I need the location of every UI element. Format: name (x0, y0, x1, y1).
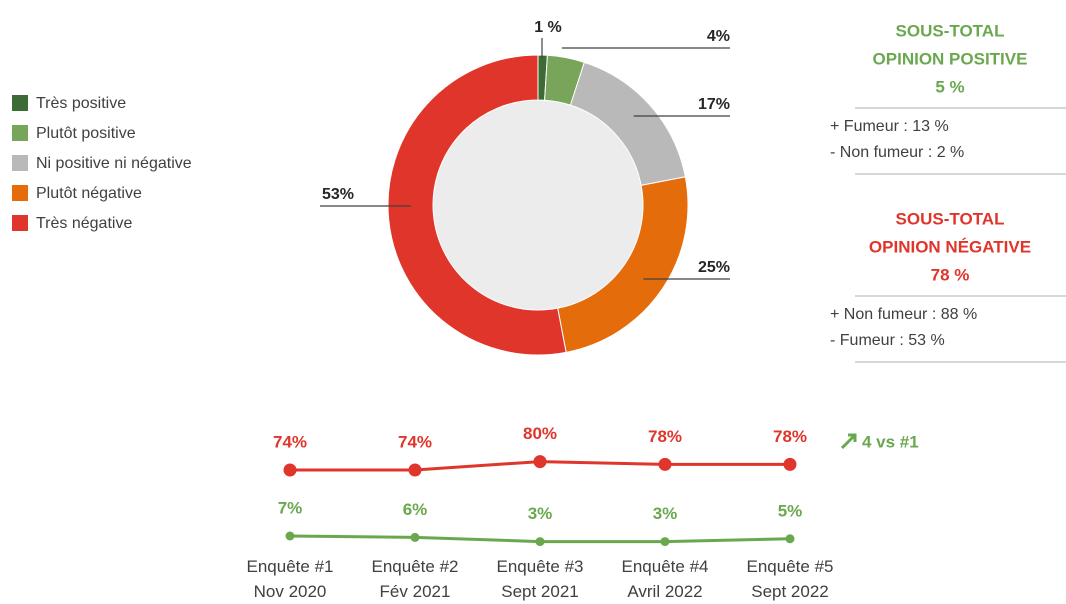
legend-label: Très négative (36, 215, 132, 232)
data-label: 74% (273, 432, 307, 451)
legend-label: Très positive (36, 95, 126, 112)
data-label: 80% (523, 424, 557, 443)
legend-swatch (12, 215, 28, 231)
legend-label: Ni positive ni négative (36, 155, 192, 172)
point (408, 463, 422, 477)
panel-item: + Non fumeur : 88 % (830, 306, 977, 323)
panel-item: - Fumeur : 53 % (830, 332, 945, 349)
point (660, 537, 670, 547)
legend-swatch (12, 95, 28, 111)
data-label: 25% (698, 259, 730, 276)
data-label: 53% (322, 186, 354, 203)
legend-swatch (12, 125, 28, 141)
legend-swatch (12, 155, 28, 171)
panel-title: OPINION POSITIVE (873, 49, 1028, 68)
panel-item: - Non fumeur : 2 % (830, 144, 964, 161)
data-label: 17% (698, 96, 730, 113)
point (658, 457, 672, 471)
x-tick-label: Enquête #3 Sept 2021 (497, 557, 584, 601)
x-tick-label: Enquête #5 Sept 2022 (747, 557, 834, 601)
data-label: 6% (403, 500, 428, 519)
point (785, 534, 795, 544)
donut-hole (433, 100, 643, 310)
data-label: 3% (653, 504, 678, 523)
data-label: 5% (778, 501, 803, 520)
point (283, 463, 297, 477)
point (535, 537, 545, 547)
data-label: 7% (278, 498, 303, 517)
point (533, 455, 547, 469)
panel-value: 5 % (935, 77, 964, 96)
trend-arrow (840, 433, 857, 450)
panel-title: OPINION NÉGATIVE (869, 237, 1031, 256)
panel-value: 78 % (931, 265, 970, 284)
data-label: 4% (707, 28, 730, 45)
data-label: 78% (648, 427, 682, 446)
legend-swatch (12, 185, 28, 201)
panel-title: SOUS-TOTAL (896, 21, 1005, 40)
data-label: 1 % (534, 19, 562, 36)
point (783, 457, 797, 471)
data-label: 3% (528, 504, 553, 523)
legend-label: Plutôt négative (36, 185, 142, 202)
data-label: 78% (773, 427, 807, 446)
annotation: 4 vs #1 (862, 432, 919, 451)
panel-title: SOUS-TOTAL (896, 209, 1005, 228)
data-label: 74% (398, 432, 432, 451)
legend-label: Plutôt positive (36, 125, 136, 142)
x-tick-label: Enquête #2 Fév 2021 (372, 557, 459, 601)
panel-item: + Fumeur : 13 % (830, 118, 949, 135)
x-tick-label: Enquête #4 Avril 2022 (622, 557, 709, 601)
point (410, 532, 420, 542)
donut-segment (387, 54, 567, 356)
point (285, 531, 295, 541)
x-tick-label: Enquête #1 Nov 2020 (247, 557, 334, 601)
